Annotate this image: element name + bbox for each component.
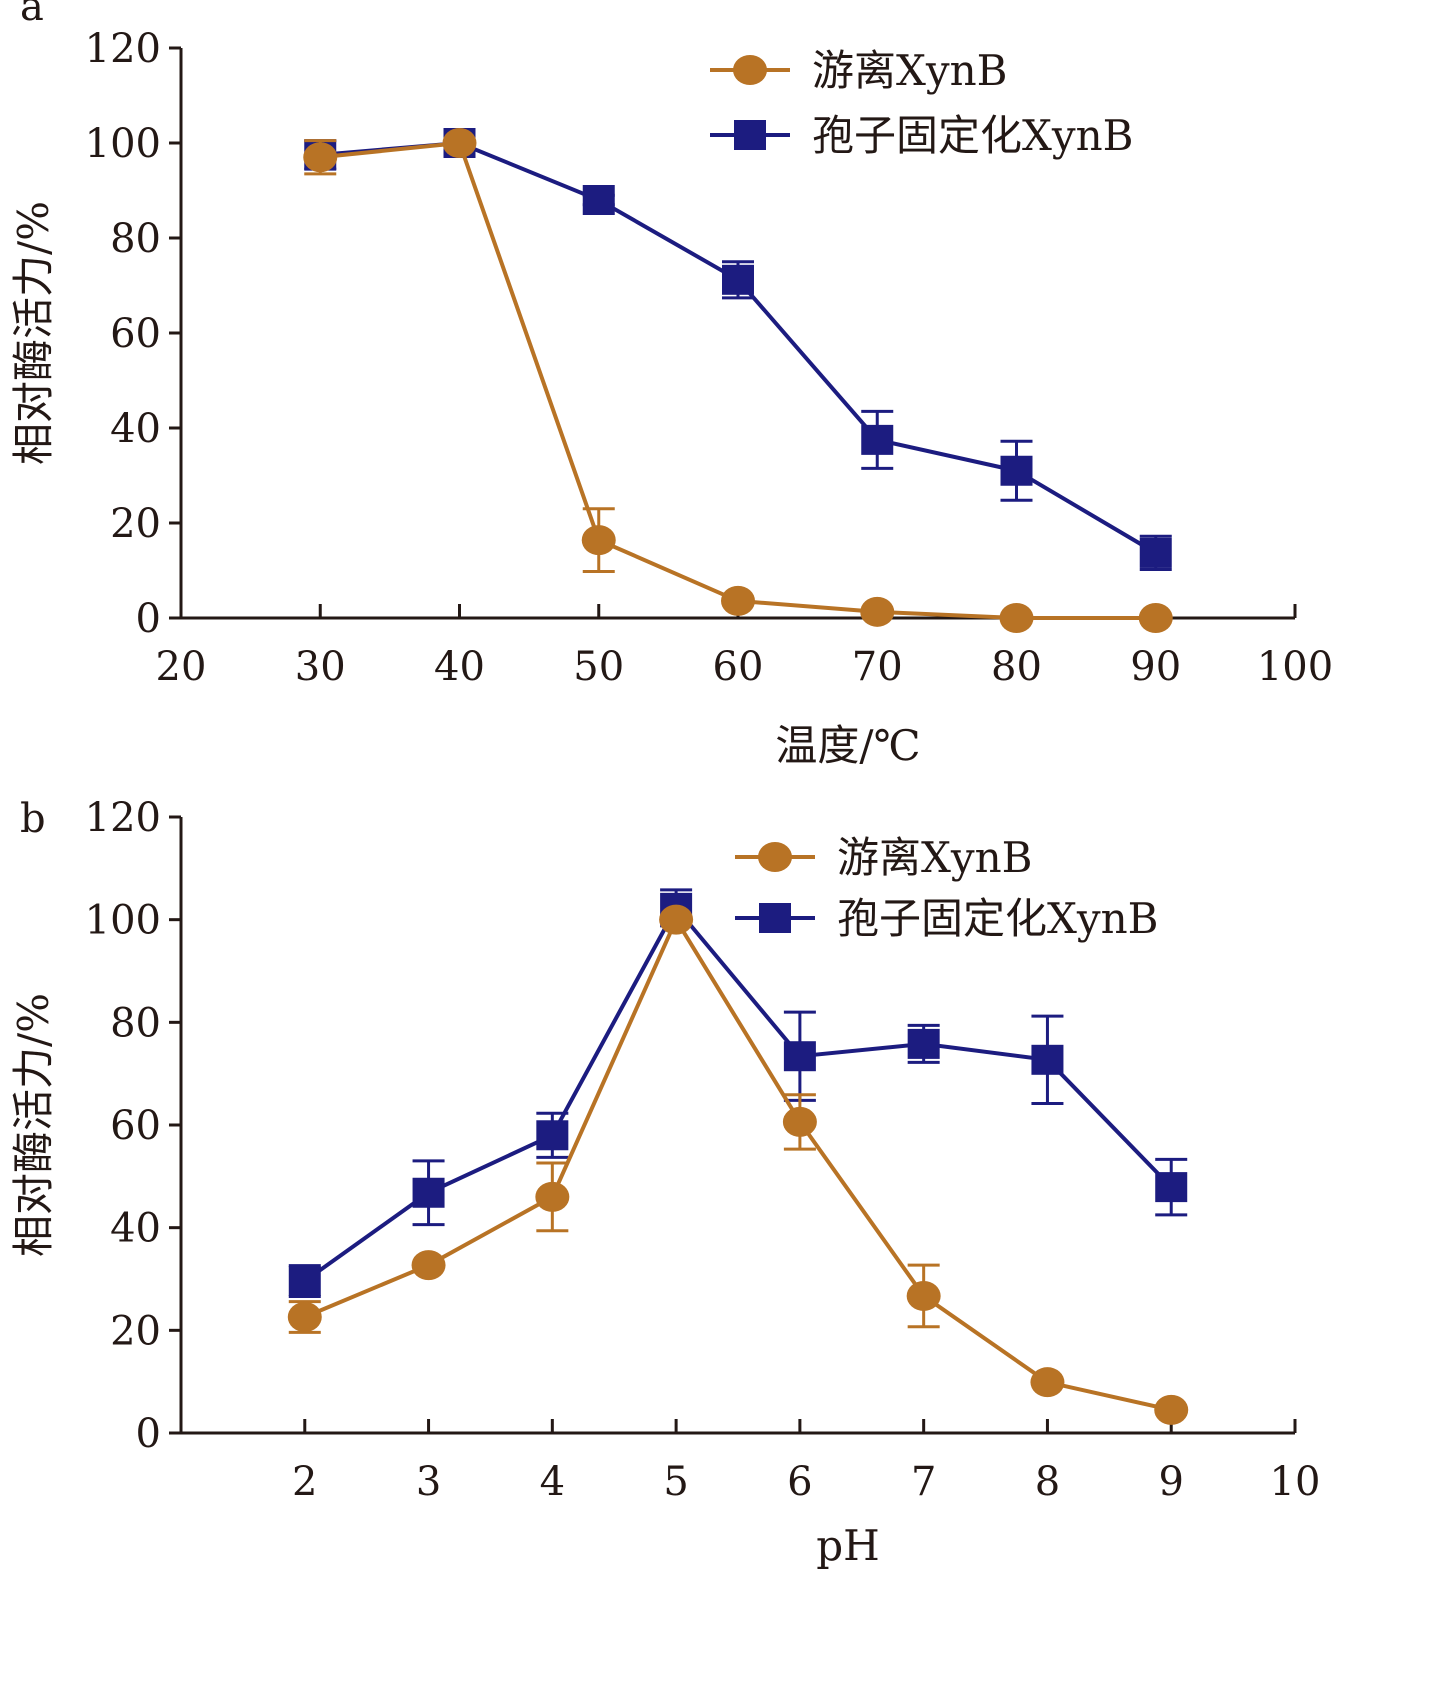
legend-marker-square — [759, 903, 791, 933]
data-point-circle — [1138, 603, 1173, 633]
data-point-square — [907, 1028, 940, 1059]
data-point-circle — [1030, 1367, 1065, 1398]
x-tick-label: 70 — [852, 644, 903, 690]
x-tick-label: 40 — [434, 644, 485, 690]
y-tick-label: 20 — [110, 1308, 161, 1354]
series-line — [303, 904, 1173, 1283]
x-tick-label: 7 — [911, 1459, 936, 1505]
series-line — [304, 915, 1172, 1412]
data-point-square — [722, 264, 754, 295]
data-point-circle — [581, 525, 616, 556]
data-point-square — [288, 1266, 321, 1297]
y-tick-label: 0 — [136, 1411, 161, 1457]
y-tick-label: 20 — [110, 501, 161, 547]
series-circle — [303, 128, 1173, 633]
x-tick-label: 80 — [991, 644, 1042, 690]
data-point-circle — [906, 1280, 941, 1311]
x-tick-label: 3 — [416, 1459, 441, 1505]
x-tick-label: 9 — [1158, 1459, 1183, 1505]
y-tick-label: 40 — [110, 406, 161, 452]
data-point-circle — [287, 1301, 322, 1332]
x-tick-label: 6 — [787, 1459, 812, 1505]
x-tick-label: 10 — [1270, 1459, 1321, 1505]
y-tick-label: 100 — [85, 898, 161, 944]
legend-entry: 游离XynB — [735, 833, 1033, 882]
panel-label: b — [20, 796, 46, 842]
legend-marker-circle — [758, 842, 792, 872]
data-point-circle — [535, 1181, 570, 1212]
y-tick-label: 120 — [85, 26, 161, 72]
x-tick-label: 5 — [663, 1459, 688, 1505]
x-tick-label: 30 — [295, 644, 346, 690]
y-tick-label: 40 — [110, 1206, 161, 1252]
data-point-square — [536, 1120, 569, 1151]
y-tick-label: 120 — [85, 795, 161, 841]
data-point-square — [783, 1041, 816, 1072]
y-tick-label: 80 — [110, 216, 161, 262]
legend-marker-circle — [733, 55, 767, 85]
data-point-square — [582, 185, 615, 215]
x-axis-label: 温度/℃ — [775, 721, 920, 770]
x-tick-label: 100 — [1257, 644, 1333, 690]
data-point-circle — [860, 596, 895, 627]
data-point-circle — [411, 1250, 446, 1281]
data-point-circle — [303, 142, 338, 173]
y-axis-label: 相对酶活力/% — [9, 993, 58, 1257]
series-square — [288, 888, 1188, 1298]
data-point-circle — [659, 904, 694, 935]
data-point-circle — [999, 603, 1034, 633]
y-tick-label: 100 — [85, 121, 161, 167]
x-tick-label: 90 — [1130, 644, 1181, 690]
legend-entry: 游离XynB — [710, 46, 1008, 95]
data-point-square — [1155, 1172, 1188, 1203]
x-tick-label: 4 — [540, 1459, 565, 1505]
series-line — [320, 140, 1156, 620]
y-tick-label: 0 — [136, 596, 161, 642]
y-tick-label: 60 — [110, 1103, 161, 1149]
legend-entry: 孢子固定化XynB — [710, 111, 1134, 160]
chart-panel-b: b 0 20 40 60 80 100 120 2 3 4 5 6 7 8 9 10 pH 相对酶活力/% 游离Xyn… — [9, 795, 1320, 1570]
data-point-square — [1139, 537, 1172, 568]
data-point-square — [412, 1177, 445, 1208]
series-square — [304, 128, 1172, 572]
x-tick-label: 20 — [156, 644, 207, 690]
series-circle — [287, 904, 1189, 1425]
panel-label: a — [20, 0, 44, 30]
legend-label: 游离XynB — [837, 833, 1033, 882]
data-point-square — [861, 424, 894, 455]
x-tick-label: 60 — [713, 644, 764, 690]
data-point-circle — [442, 128, 477, 158]
legend-entry: 孢子固定化XynB — [735, 894, 1159, 943]
data-point-circle — [782, 1106, 817, 1137]
y-tick-label: 60 — [110, 311, 161, 357]
x-tick-label: 50 — [573, 644, 624, 690]
y-axis-label: 相对酶活力/% — [9, 201, 58, 465]
x-tick-label: 8 — [1035, 1459, 1060, 1505]
x-tick-label: 2 — [292, 1459, 317, 1505]
legend-label: 游离XynB — [812, 46, 1008, 95]
legend-label: 孢子固定化XynB — [837, 894, 1159, 943]
x-axis-label: pH — [816, 1521, 880, 1570]
legend-marker-square — [734, 120, 766, 150]
legend-label: 孢子固定化XynB — [812, 111, 1134, 160]
y-tick-label: 80 — [110, 1000, 161, 1046]
data-point-circle — [1154, 1394, 1189, 1425]
data-point-square — [1000, 455, 1033, 486]
data-point-square — [1031, 1044, 1064, 1075]
data-point-circle — [721, 585, 755, 616]
series-line — [320, 140, 1157, 555]
